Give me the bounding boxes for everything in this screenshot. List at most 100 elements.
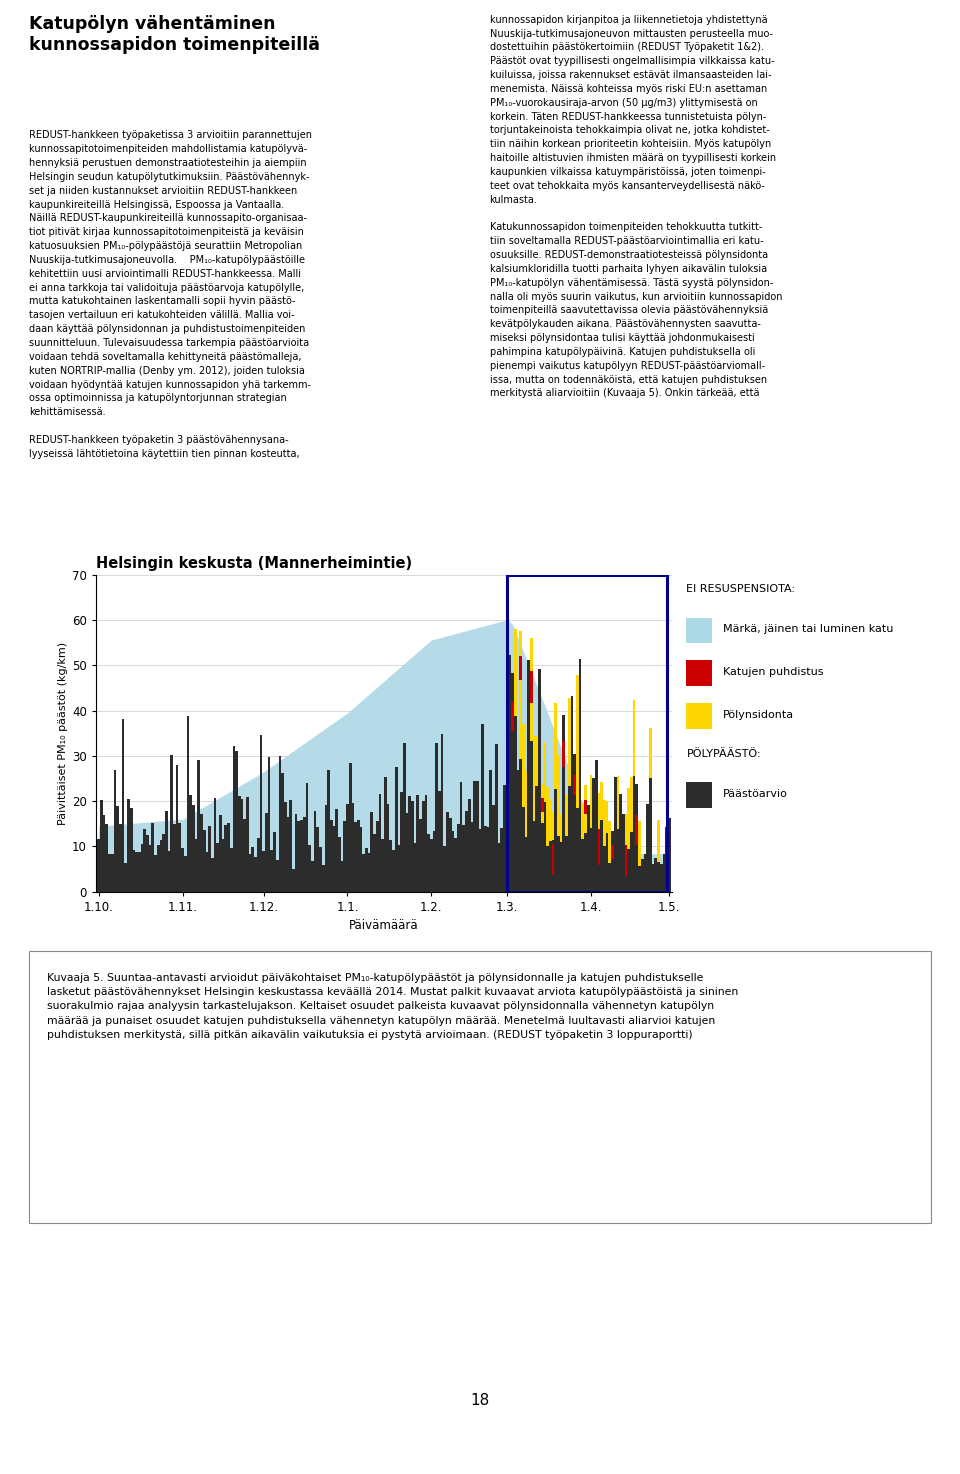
Bar [549,799,552,840]
Bar [628,789,630,892]
Bar [612,831,613,892]
Bar [600,781,603,820]
Bar [457,824,460,892]
Bar [668,818,671,892]
Bar [576,675,579,892]
Bar [612,845,613,858]
Bar [152,822,155,892]
Bar [616,777,619,892]
Bar [108,853,110,892]
Bar [135,852,138,892]
Bar [119,824,122,892]
Bar [146,836,149,892]
Bar [252,846,254,892]
Bar [606,802,609,892]
Bar [103,815,106,892]
Bar [235,750,238,892]
Bar [539,669,540,892]
Bar [568,699,570,786]
Bar [208,827,211,892]
Bar [589,775,592,892]
Bar [563,715,565,892]
Bar [492,805,494,892]
Bar [338,837,341,892]
Bar [552,812,554,892]
Bar [238,796,241,892]
Bar [314,811,317,892]
Bar [446,812,449,892]
Bar [598,793,600,848]
Bar [603,800,606,846]
Bar [540,784,543,822]
Bar [587,805,589,892]
Bar [168,850,170,892]
Bar [125,864,127,892]
Bar [579,659,582,892]
Bar [284,802,287,892]
Bar [552,812,554,840]
Bar [274,833,276,892]
Bar [582,803,584,839]
Bar [368,853,371,892]
Bar [686,783,712,808]
Text: Päästöarvio: Päästöarvio [723,789,787,799]
Bar [460,783,463,892]
Bar [420,820,421,892]
Bar [530,638,533,740]
Bar [173,824,176,892]
Bar [686,703,712,728]
Bar [524,771,527,892]
Bar [360,827,362,892]
Bar [522,725,524,806]
Bar [411,800,414,892]
Bar [481,724,484,892]
Bar [636,815,638,846]
Bar [373,834,376,892]
Bar [347,803,348,892]
Bar [295,814,298,892]
Bar [466,811,468,892]
Bar [254,856,257,892]
Bar [625,814,628,892]
Bar [140,845,143,892]
Bar [216,843,219,892]
Bar [636,784,638,892]
Bar [249,853,252,892]
Bar [192,805,195,892]
Bar [625,845,628,876]
Bar [540,797,543,812]
Bar [573,755,576,892]
Bar [311,861,314,892]
Bar [476,781,479,892]
Bar [468,799,470,892]
Bar [390,840,392,892]
Bar [584,786,587,833]
Bar [609,821,612,864]
Bar [322,865,324,892]
Text: Märkä, jäinen tai luminen katu: Märkä, jäinen tai luminen katu [723,624,893,634]
Bar [557,756,560,892]
Bar [392,850,395,892]
Bar [530,671,533,703]
Bar [406,812,408,892]
Bar [646,803,649,892]
Bar [497,843,500,892]
Bar [592,778,595,892]
Bar [354,822,357,892]
Bar [649,728,652,778]
Bar [509,654,511,892]
Bar [317,827,319,892]
Bar [633,700,636,777]
Text: PÖLYPÄÄSTÖ:: PÖLYPÄÄSTÖ: [686,749,761,759]
Bar [454,839,457,892]
Bar [557,756,560,836]
Bar [603,800,606,892]
Bar [327,771,330,892]
Bar [262,850,265,892]
Bar [365,848,368,892]
Bar [584,800,587,815]
Bar [506,771,509,892]
Bar [563,741,565,768]
Bar [655,858,658,892]
Bar [257,839,259,892]
